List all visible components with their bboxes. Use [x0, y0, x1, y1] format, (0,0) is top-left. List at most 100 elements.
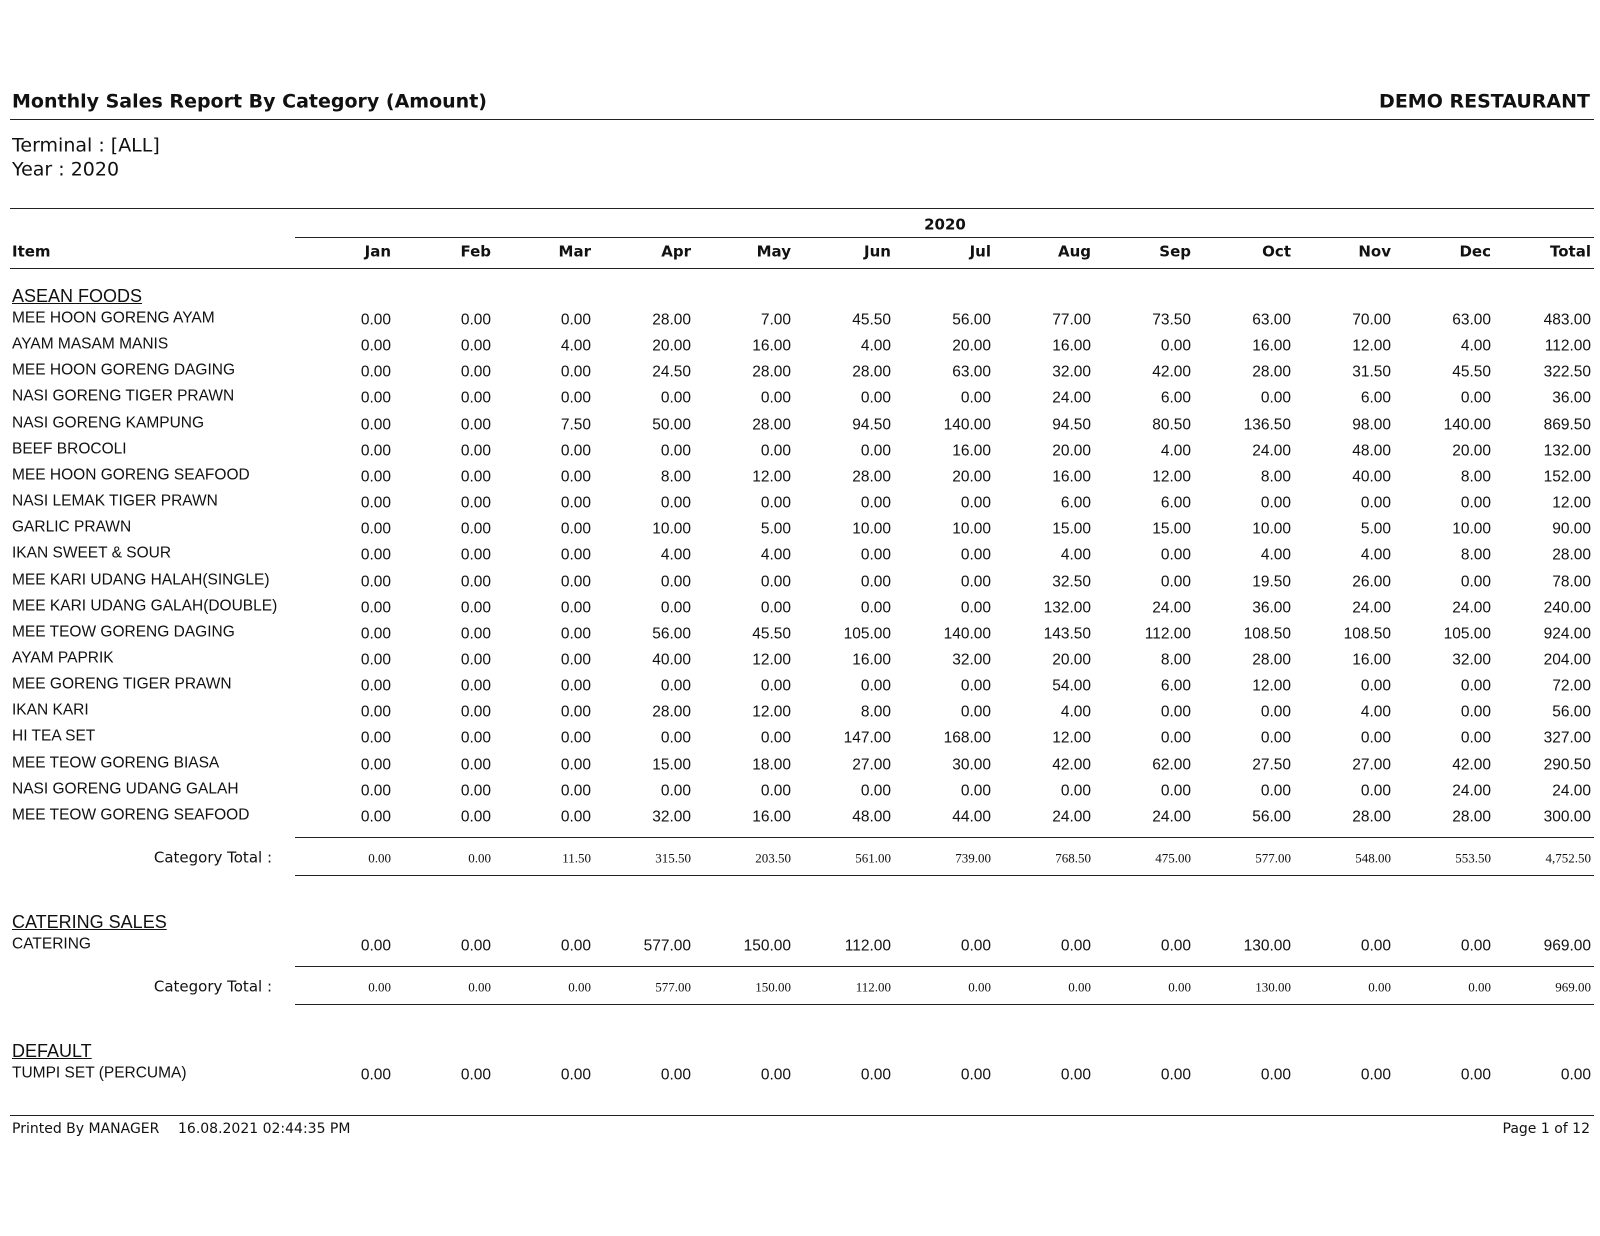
- amount: 20.00: [1052, 651, 1091, 669]
- amount: 0.00: [360, 442, 391, 459]
- item-name: MEE TEOW GORENG SEAFOOD: [12, 806, 250, 824]
- amount: 10.00: [952, 520, 991, 538]
- item-name: MEE HOON GORENG DAGING: [12, 361, 236, 379]
- amount: 0.00: [460, 468, 491, 486]
- amount: 0.00: [560, 781, 591, 799]
- amount: 0.00: [560, 677, 591, 695]
- amount: 0.00: [960, 389, 991, 407]
- amount: 152.00: [1543, 468, 1591, 486]
- amount: 143.50: [1043, 625, 1091, 643]
- amount: 16.00: [1052, 468, 1091, 486]
- amount: 56.00: [952, 311, 991, 329]
- amount: 0.00: [960, 937, 991, 955]
- amount: 204.00: [1543, 651, 1591, 669]
- amount: 48.00: [852, 808, 891, 826]
- amount: 4.00: [860, 337, 891, 355]
- amount: 28.00: [752, 363, 791, 381]
- amount: 0.00: [360, 651, 391, 669]
- item-name: AYAM MASAM MANIS: [12, 335, 169, 353]
- amount: 0.00: [1460, 677, 1491, 695]
- amount: 40.00: [652, 651, 691, 669]
- amount: 132.00: [1043, 598, 1091, 616]
- amount: 98.00: [1352, 415, 1391, 433]
- year-header: 2020: [924, 215, 966, 234]
- category-total: 11.50: [562, 850, 591, 866]
- amount: 0.00: [860, 598, 891, 616]
- amount: 0.00: [560, 729, 591, 747]
- amount: 4.00: [760, 546, 791, 564]
- amount: 0.00: [460, 781, 491, 799]
- amount: 56.00: [1552, 703, 1591, 721]
- amount: 0.00: [1060, 781, 1091, 799]
- column-header: May: [756, 242, 791, 261]
- amount: 0.00: [960, 703, 991, 721]
- amount: 80.50: [1152, 415, 1191, 433]
- amount: 73.50: [1152, 311, 1191, 329]
- amount: 0.00: [860, 494, 891, 512]
- column-header: Item: [12, 242, 51, 261]
- amount: 0.00: [860, 546, 891, 564]
- category-total: 0.00: [968, 979, 991, 995]
- amount: 0.00: [1360, 677, 1391, 695]
- amount: 7.00: [760, 311, 791, 329]
- amount: 4.00: [1160, 442, 1191, 459]
- amount: 0.00: [660, 442, 691, 459]
- amount: 31.50: [1352, 363, 1391, 381]
- rule: [295, 1003, 1594, 1005]
- amount: 7.50: [560, 415, 591, 433]
- amount: 0.00: [460, 625, 491, 643]
- amount: 28.00: [1452, 808, 1491, 826]
- item-name: MEE HOON GORENG SEAFOOD: [12, 466, 250, 484]
- amount: 0.00: [960, 494, 991, 512]
- amount: 0.00: [760, 729, 791, 747]
- amount: 27.00: [1352, 755, 1391, 773]
- amount: 0.00: [460, 546, 491, 564]
- amount: 18.00: [752, 755, 791, 773]
- amount: 48.00: [1352, 442, 1391, 459]
- amount: 0.00: [1160, 703, 1191, 721]
- amount: 63.00: [952, 363, 991, 381]
- category-total: 577.00: [655, 979, 691, 995]
- amount: 0.00: [360, 755, 391, 773]
- amount: 0.00: [360, 520, 391, 538]
- category-total: 0.00: [1468, 979, 1491, 995]
- amount: 0.00: [560, 572, 591, 590]
- amount: 0.00: [560, 363, 591, 381]
- category-name: ASEAN FOODS: [12, 286, 143, 306]
- amount: 0.00: [1460, 729, 1491, 747]
- amount: 8.00: [1260, 468, 1291, 486]
- amount: 24.00: [1552, 781, 1591, 799]
- amount: 4.00: [1460, 337, 1491, 355]
- amount: 924.00: [1543, 625, 1591, 643]
- amount: 77.00: [1052, 311, 1091, 329]
- amount: 54.00: [1052, 677, 1091, 695]
- amount: 30.00: [952, 755, 991, 773]
- amount: 0.00: [860, 1066, 891, 1084]
- amount: 0.00: [1360, 781, 1391, 799]
- amount: 6.00: [1360, 389, 1391, 407]
- report-title: Monthly Sales Report By Category (Amount…: [12, 90, 487, 113]
- amount: 0.00: [1160, 729, 1191, 747]
- amount: 869.50: [1543, 415, 1591, 433]
- category-total: 315.50: [655, 850, 691, 866]
- amount: 0.00: [1460, 389, 1491, 407]
- amount: 0.00: [760, 389, 791, 407]
- amount: 32.50: [1052, 572, 1091, 590]
- item-name: GARLIC PRAWN: [12, 518, 132, 536]
- amount: 483.00: [1543, 311, 1591, 329]
- amount: 0.00: [560, 494, 591, 512]
- amount: 0.00: [460, 520, 491, 538]
- amount: 0.00: [560, 468, 591, 486]
- column-header: Aug: [1057, 242, 1091, 261]
- amount: 0.00: [460, 572, 491, 590]
- amount: 0.00: [360, 598, 391, 616]
- amount: 6.00: [1060, 494, 1091, 512]
- amount: 105.00: [1443, 625, 1491, 643]
- amount: 0.00: [1360, 1066, 1391, 1084]
- amount: 147.00: [843, 729, 891, 747]
- amount: 0.00: [560, 1066, 591, 1084]
- column-header: Nov: [1358, 242, 1391, 261]
- column-header: Feb: [460, 242, 491, 261]
- amount: 0.00: [1460, 937, 1491, 955]
- filter-year: Year : 2020: [12, 158, 120, 181]
